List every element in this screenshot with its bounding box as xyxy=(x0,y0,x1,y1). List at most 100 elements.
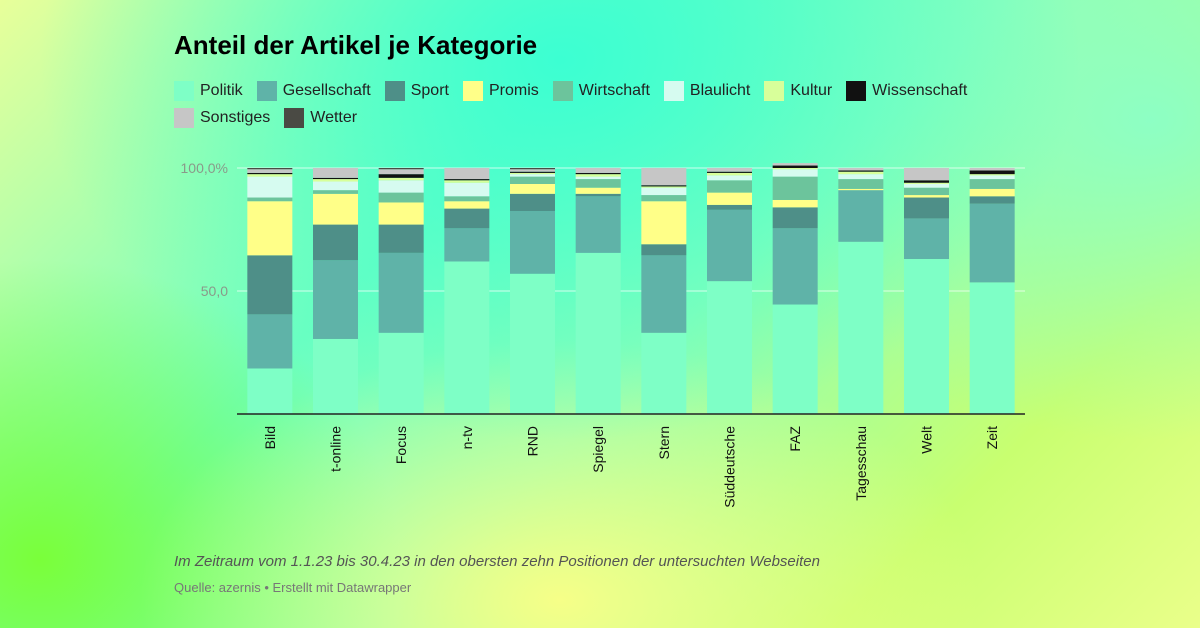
bar-segment-gesellschaft xyxy=(904,218,949,260)
bar-segment-sonstiges xyxy=(838,168,884,171)
bar-segment-sonstiges xyxy=(444,168,490,180)
bar-segment-wirtschaft xyxy=(641,195,687,202)
footnote: Im Zeitraum vom 1.1.23 bis 30.4.23 in de… xyxy=(174,553,820,570)
bar-segment-blaulicht xyxy=(838,174,884,180)
bar-segment-kultur xyxy=(247,174,293,177)
bar-segment-wissenschaft xyxy=(904,180,949,183)
bar-segment-wissenschaft xyxy=(838,170,884,172)
bar-segment-wissenschaft xyxy=(444,179,490,181)
bar-segment-blaulicht xyxy=(247,176,293,198)
bar-segment-wetter xyxy=(510,168,555,170)
bar-segment-kultur xyxy=(707,172,752,176)
legend-item-blaulicht: Blaulicht xyxy=(663,80,750,102)
x-tick-label: n-tv xyxy=(459,426,475,449)
bar-segment-sonstiges xyxy=(707,168,752,172)
bar-segment-politik xyxy=(378,332,424,414)
y-tick-label: 100,0% xyxy=(181,160,228,176)
bar-segment-sport xyxy=(904,197,949,219)
bar-segment-gesellschaft xyxy=(378,252,424,333)
bar-segment-promis xyxy=(707,192,752,205)
legend-item-wirtschaft: Wirtschaft xyxy=(552,80,650,102)
bar-segment-promis xyxy=(838,188,884,191)
bar-segment-gesellschaft xyxy=(969,203,1015,283)
legend-label: Politik xyxy=(200,82,243,99)
bar-segment-blaulicht xyxy=(510,174,555,177)
source-credit: Quelle: azernis • Erstellt mit Datawrapp… xyxy=(174,580,412,595)
legend-label: Kultur xyxy=(790,82,833,99)
bar-segment-promis xyxy=(247,201,293,256)
bar-segment-promis xyxy=(378,202,424,225)
bar-segment-kultur xyxy=(444,180,490,183)
x-tick-label: Stern xyxy=(656,426,672,459)
bar-segment-gesellschaft xyxy=(707,209,752,282)
x-tick-label: Tagesschau xyxy=(853,426,869,501)
legend-swatch xyxy=(256,81,277,101)
legend-label: Wetter xyxy=(310,109,358,126)
legend-swatch xyxy=(174,108,194,128)
bar-segment-wissenschaft xyxy=(510,171,555,173)
bar-segment-wirtschaft xyxy=(838,179,884,189)
x-tick-label: Welt xyxy=(919,426,935,454)
bar-segment-sonstiges xyxy=(641,168,687,186)
bar-segment-blaulicht xyxy=(772,169,818,177)
bar-segment-promis xyxy=(641,201,687,245)
bar-segment-kultur xyxy=(378,177,424,181)
legend-item-sport: Sport xyxy=(384,80,449,102)
legend-swatch xyxy=(663,81,684,101)
bar-segment-gesellschaft xyxy=(510,211,555,274)
bar-segment-wirtschaft xyxy=(969,179,1015,189)
bar-segment-wirtschaft xyxy=(510,176,555,184)
bar-segment-blaulicht xyxy=(969,175,1015,180)
bar-segment-gesellschaft xyxy=(772,228,818,305)
bar-segment-wissenschaft xyxy=(313,177,358,180)
bar-segment-sonstiges xyxy=(969,168,1015,171)
legend-swatch xyxy=(846,81,867,101)
bar-segment-politik xyxy=(838,241,884,414)
legend-item-politik: Politik xyxy=(174,80,243,102)
bar-segment-blaulicht xyxy=(313,181,358,191)
x-tick-label: Spiegel xyxy=(590,426,606,473)
bar-segment-sonstiges xyxy=(378,169,424,175)
bar-segment-kultur xyxy=(575,174,621,177)
bar-segment-wetter xyxy=(247,168,293,170)
legend-swatch xyxy=(552,81,573,101)
bar-segment-politik xyxy=(904,259,949,414)
bar-segment-sonstiges xyxy=(904,168,949,181)
legend: Politik Gesellschaft Sport Promis Wirtschaft… xyxy=(174,80,1034,129)
legend-swatch xyxy=(384,81,405,101)
bar-segment-wissenschaft xyxy=(969,170,1015,175)
bar-segment-sport xyxy=(313,224,358,261)
bar-segment-wissenschaft xyxy=(575,172,621,175)
bar-segment-kultur xyxy=(313,179,358,182)
bar-segment-wirtschaft xyxy=(707,180,752,193)
bar-segment-kultur xyxy=(772,168,818,170)
legend-label: Promis xyxy=(488,82,539,99)
x-tick-label: Zeit xyxy=(984,426,1000,449)
bar-segment-politik xyxy=(247,368,293,414)
x-tick-label: FAZ xyxy=(787,426,803,452)
bar-segment-gesellschaft xyxy=(313,260,358,339)
bar-segment-kultur xyxy=(969,174,1015,176)
bar-segment-gesellschaft xyxy=(444,228,490,262)
bar-segment-sport xyxy=(247,255,293,315)
bar-segment-wirtschaft xyxy=(313,190,358,194)
chart-title: Anteil der Artikel je Kategorie xyxy=(174,30,538,60)
legend-swatch xyxy=(462,81,483,101)
bar-segment-politik xyxy=(510,273,555,414)
bar-segment-blaulicht xyxy=(378,180,424,193)
bar-segment-wirtschaft xyxy=(904,187,949,196)
bar-segment-wirtschaft xyxy=(378,192,424,203)
bar-segment-wirtschaft xyxy=(575,179,621,188)
bar-segment-blaulicht xyxy=(707,175,752,181)
bar-segment-sonstiges xyxy=(313,168,358,178)
bar-segment-sport xyxy=(378,224,424,253)
bar-segment-wissenschaft xyxy=(641,185,687,187)
bar-segment-promis xyxy=(575,187,621,194)
bar-segment-sport xyxy=(575,193,621,197)
bar-segment-wissenschaft xyxy=(247,172,293,175)
legend-swatch xyxy=(284,108,305,128)
bar-segment-wissenschaft xyxy=(772,165,818,168)
bar-segment-wirtschaft xyxy=(444,196,490,202)
bar-segment-kultur xyxy=(641,186,687,188)
bar-segment-sonstiges xyxy=(247,169,293,173)
